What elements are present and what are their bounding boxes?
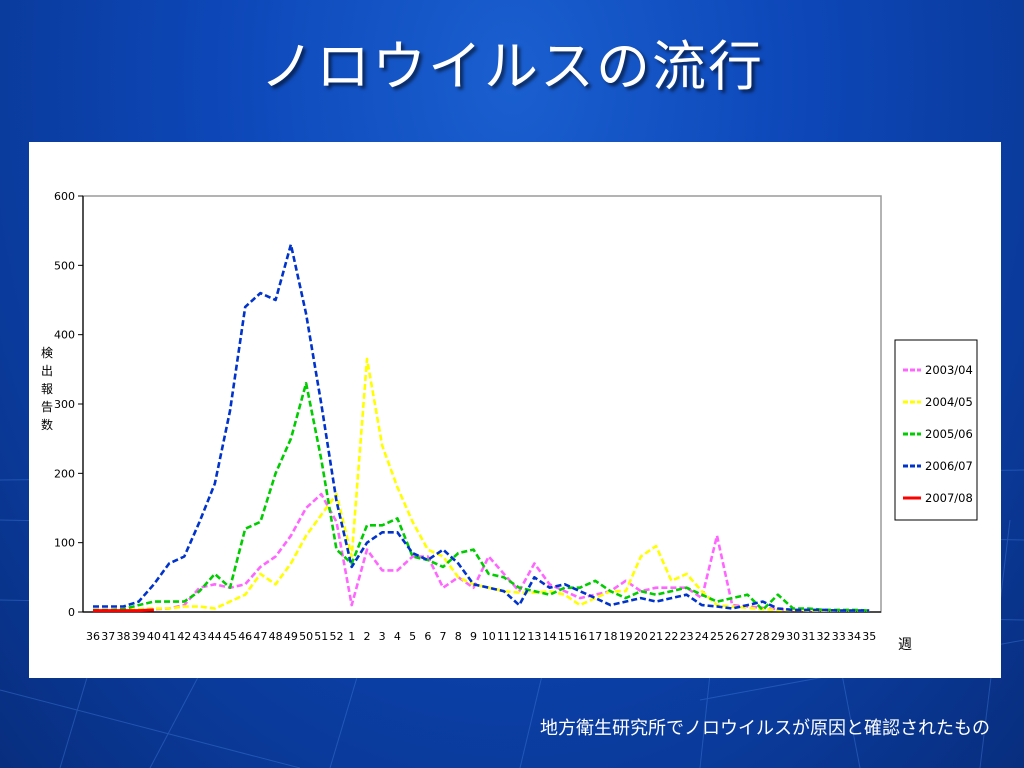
- x-tick-label: 48: [269, 630, 283, 643]
- x-tick-label: 17: [588, 630, 602, 643]
- x-tick-label: 13: [527, 630, 541, 643]
- y-tick-label: 300: [54, 398, 75, 411]
- x-tick-label: 41: [162, 630, 176, 643]
- x-tick-label: 4: [394, 630, 401, 643]
- legend-label: 2007/08: [925, 491, 973, 505]
- x-tick-label: 46: [238, 630, 252, 643]
- series-line-2006-07: [93, 243, 870, 612]
- legend-label: 2004/05: [925, 395, 973, 409]
- x-tick-label: 30: [786, 630, 800, 643]
- x-tick-label: 11: [497, 630, 511, 643]
- x-tick-label: 8: [455, 630, 462, 643]
- legend-label: 2006/07: [925, 459, 973, 473]
- x-tick-label: 5: [409, 630, 416, 643]
- y-tick-label: 100: [54, 537, 75, 550]
- legend-label: 2005/06: [925, 427, 973, 441]
- x-axis-label: 週: [898, 637, 912, 653]
- x-tick-label: 19: [619, 630, 633, 643]
- x-tick-label: 49: [284, 630, 298, 643]
- x-tick-label: 28: [756, 630, 770, 643]
- y-tick-label: 200: [54, 467, 75, 480]
- chart-series: [93, 243, 870, 613]
- x-tick-label: 22: [664, 630, 678, 643]
- x-tick-label: 34: [847, 630, 861, 643]
- x-tick-label: 32: [817, 630, 831, 643]
- x-tick-label: 6: [424, 630, 431, 643]
- x-tick-label: 33: [832, 630, 846, 643]
- y-tick-label: 0: [68, 606, 75, 619]
- chart-legend: 2003/04 2004/05 2005/06 2006/07 2007/08: [894, 339, 978, 521]
- plot-frame: [82, 195, 882, 613]
- x-tick-label: 37: [101, 630, 115, 643]
- legend-box: [894, 339, 978, 521]
- y-axis-label: 検出報告数: [41, 346, 53, 432]
- x-tick-label: 24: [695, 630, 709, 643]
- series-line-2003-04: [93, 492, 870, 612]
- x-tick-label: 20: [634, 630, 648, 643]
- x-tick-label: 35: [862, 630, 876, 643]
- x-tick-label: 26: [725, 630, 739, 643]
- y-tick-label: 600: [54, 190, 75, 203]
- x-tick-label: 45: [223, 630, 237, 643]
- x-tick-label: 16: [573, 630, 587, 643]
- x-tick-label: 14: [543, 630, 557, 643]
- chart-panel: 0 100 200 300 400 500 600 36 37 38 39 40 41 42 43 44 45 4…: [29, 142, 1001, 678]
- x-tick-label: 3: [379, 630, 386, 643]
- x-tick-label: 15: [558, 630, 572, 643]
- x-tick-label: 7: [440, 630, 447, 643]
- x-tick-label: 27: [740, 630, 754, 643]
- x-tick-label: 51: [314, 630, 328, 643]
- legend-label: 2003/04: [925, 363, 973, 377]
- x-tick-label: 1: [348, 630, 355, 643]
- x-tick-label: 38: [116, 630, 130, 643]
- x-tick-label: 44: [208, 630, 222, 643]
- x-tick-label: 23: [680, 630, 694, 643]
- series-line-2007-08: [93, 608, 154, 613]
- x-tick-label: 31: [801, 630, 815, 643]
- x-tick-label: 25: [710, 630, 724, 643]
- x-tick-label: 36: [86, 630, 100, 643]
- x-tick-label: 52: [330, 630, 344, 643]
- x-tick-label: 18: [603, 630, 617, 643]
- x-tick-label: 10: [482, 630, 496, 643]
- x-tick-label: 40: [147, 630, 161, 643]
- x-tick-label: 29: [771, 630, 785, 643]
- x-tick-label: 39: [132, 630, 146, 643]
- x-tick-label: 12: [512, 630, 526, 643]
- x-tick-label: 9: [470, 630, 477, 643]
- series-line-2004-05: [93, 357, 870, 612]
- x-tick-label: 50: [299, 630, 313, 643]
- x-tick-label: 21: [649, 630, 663, 643]
- x-tick-label: 43: [193, 630, 207, 643]
- slide-title: ノロウイルスの流行: [260, 35, 764, 98]
- y-tick-label: 500: [54, 259, 75, 272]
- series-line-2005-06: [93, 381, 870, 612]
- x-tick-label: 42: [177, 630, 191, 643]
- x-tick-label: 2: [363, 630, 370, 643]
- slide-caption: 地方衛生研究所でノロウイルスが原因と確認されたもの: [540, 718, 990, 739]
- y-tick-label: 400: [54, 329, 75, 342]
- x-tick-label: 47: [253, 630, 267, 643]
